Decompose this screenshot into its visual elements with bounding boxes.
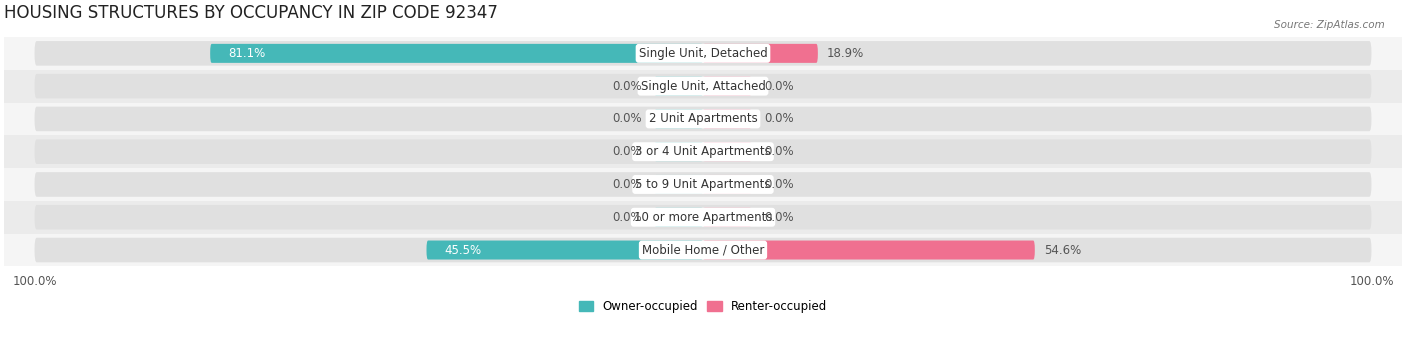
Bar	[4, 135, 1402, 168]
Bar	[4, 37, 1402, 70]
FancyBboxPatch shape	[209, 44, 703, 63]
Text: Single Unit, Attached: Single Unit, Attached	[641, 80, 765, 93]
Bar	[4, 168, 1402, 201]
Text: 0.0%: 0.0%	[613, 113, 643, 125]
Text: 0.0%: 0.0%	[613, 211, 643, 224]
FancyBboxPatch shape	[654, 142, 703, 161]
FancyBboxPatch shape	[703, 77, 752, 95]
Text: Source: ZipAtlas.com: Source: ZipAtlas.com	[1274, 20, 1385, 30]
FancyBboxPatch shape	[703, 44, 818, 63]
Text: 0.0%: 0.0%	[763, 145, 793, 158]
Text: 0.0%: 0.0%	[613, 178, 643, 191]
Text: 0.0%: 0.0%	[763, 178, 793, 191]
Text: 10 or more Apartments: 10 or more Apartments	[634, 211, 772, 224]
Text: Single Unit, Detached: Single Unit, Detached	[638, 47, 768, 60]
FancyBboxPatch shape	[35, 205, 1371, 229]
FancyBboxPatch shape	[426, 240, 703, 260]
FancyBboxPatch shape	[703, 240, 1035, 260]
FancyBboxPatch shape	[654, 208, 703, 227]
FancyBboxPatch shape	[703, 109, 752, 129]
FancyBboxPatch shape	[35, 238, 1371, 262]
Bar	[4, 70, 1402, 103]
FancyBboxPatch shape	[35, 74, 1371, 99]
FancyBboxPatch shape	[654, 175, 703, 194]
Text: 18.9%: 18.9%	[827, 47, 865, 60]
Text: 0.0%: 0.0%	[613, 80, 643, 93]
FancyBboxPatch shape	[703, 208, 752, 227]
Text: HOUSING STRUCTURES BY OCCUPANCY IN ZIP CODE 92347: HOUSING STRUCTURES BY OCCUPANCY IN ZIP C…	[4, 4, 498, 22]
Text: Mobile Home / Other: Mobile Home / Other	[641, 243, 765, 256]
Legend: Owner-occupied, Renter-occupied: Owner-occupied, Renter-occupied	[574, 296, 832, 318]
Text: 54.6%: 54.6%	[1043, 243, 1081, 256]
Text: 45.5%: 45.5%	[444, 243, 482, 256]
Bar	[4, 201, 1402, 234]
FancyBboxPatch shape	[35, 139, 1371, 164]
FancyBboxPatch shape	[35, 107, 1371, 131]
FancyBboxPatch shape	[703, 142, 752, 161]
Text: 5 to 9 Unit Apartments: 5 to 9 Unit Apartments	[636, 178, 770, 191]
Text: 0.0%: 0.0%	[763, 80, 793, 93]
Bar	[4, 234, 1402, 266]
FancyBboxPatch shape	[703, 175, 752, 194]
FancyBboxPatch shape	[35, 172, 1371, 197]
FancyBboxPatch shape	[35, 41, 1371, 66]
Text: 0.0%: 0.0%	[763, 113, 793, 125]
Bar	[4, 103, 1402, 135]
Text: 3 or 4 Unit Apartments: 3 or 4 Unit Apartments	[636, 145, 770, 158]
FancyBboxPatch shape	[654, 109, 703, 129]
Text: 0.0%: 0.0%	[613, 145, 643, 158]
Text: 0.0%: 0.0%	[763, 211, 793, 224]
Text: 2 Unit Apartments: 2 Unit Apartments	[648, 113, 758, 125]
FancyBboxPatch shape	[654, 77, 703, 95]
Text: 81.1%: 81.1%	[228, 47, 266, 60]
